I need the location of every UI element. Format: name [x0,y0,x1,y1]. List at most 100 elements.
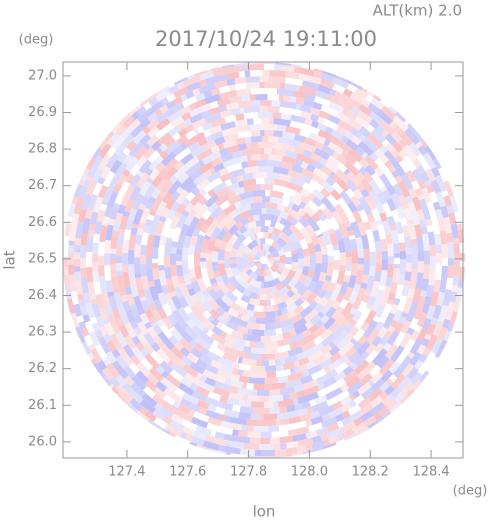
echo-cell [249,437,261,444]
echo-cell [410,329,420,342]
echo-cell [107,190,119,208]
echo-cell [382,220,392,235]
echo-cell [434,348,445,360]
echo-cell [328,359,342,372]
echo-cell [222,203,237,216]
echo-cell [224,218,237,230]
echo-cell [435,208,444,220]
echo-cell [277,136,290,145]
echo-cell [296,247,304,259]
echo-cell [235,113,245,121]
echo-cell [189,361,206,375]
echo-cell [305,93,316,102]
echo-cell [140,422,151,433]
echo-cell [243,442,259,450]
echo-cell [188,216,200,231]
echo-cell [223,258,231,269]
echo-cell [197,137,208,147]
echo-cell [317,116,325,125]
echo-cell [374,157,386,170]
echo-cell [249,70,263,77]
echo-cell [167,359,175,368]
echo-cell [197,380,216,393]
echo-cell [342,369,358,384]
echo-cell [390,386,402,398]
echo-cell [345,311,355,323]
echo-cell [158,264,165,271]
echo-cell [265,353,276,360]
echo-cell [332,332,346,346]
echo-cell [271,263,280,271]
echo-cell [136,361,151,378]
echo-cell [309,107,321,116]
echo-cell [236,263,244,271]
echo-cell [306,163,316,173]
echo-cell [406,366,419,380]
echo-cell [405,254,413,263]
echo-cell [375,251,382,264]
echo-cell [101,187,114,206]
echo-cell [365,303,373,310]
echo-cell [350,337,358,345]
echo-cell [401,362,415,378]
echo-cell [117,346,127,358]
echo-cell [210,145,220,154]
echo-cell [306,406,314,414]
echo-cell [411,196,422,211]
echo-cell [416,165,426,175]
echo-cell [226,162,243,173]
echo-cell [203,234,211,241]
echo-cell [144,410,157,422]
echo-cell [181,247,189,261]
echo-cell [313,96,331,107]
echo-cell [155,432,168,443]
echo-cell [208,345,225,358]
echo-cell [129,303,137,310]
echo-cell [225,282,237,293]
echo-cell [301,168,316,180]
echo-cell [92,271,100,282]
echo-cell [189,235,198,246]
echo-cell [190,277,198,283]
echo-cell [228,391,244,401]
echo-cell [293,304,305,315]
echo-cell [92,233,100,244]
echo-cell [181,418,198,431]
echo-cell [328,341,336,349]
echo-cell [267,305,275,312]
echo-cell [217,280,225,287]
echo-cell [453,258,461,277]
echo-cell [223,339,234,349]
echo-cell [83,334,94,347]
echo-cell [426,323,436,336]
echo-cell [256,341,265,349]
echo-cell [115,124,127,136]
echo-cell [253,383,265,390]
echo-cell [352,390,361,399]
echo-cell [161,151,177,167]
echo-cell [276,411,294,420]
echo-cell [307,455,319,458]
echo-cell [463,225,465,235]
echo-cell [104,239,112,254]
x-tick-label: 127.8 [230,465,267,480]
echo-cell [192,201,203,213]
echo-cell [211,251,219,263]
echo-cell [251,88,269,95]
echo-cell [137,321,146,331]
echo-cell [136,170,144,178]
echo-cell [170,102,185,114]
echo-cell [404,195,413,204]
echo-cell [84,320,95,334]
echo-cell [237,100,253,109]
echo-cell [395,109,409,123]
echo-cell [345,346,357,359]
echo-cell [282,361,296,371]
echo-cell [322,118,339,131]
echo-cell [326,194,340,208]
echo-cell [170,191,181,202]
echo-cell [212,262,219,266]
echo-cell [222,139,237,149]
echo-cell [259,244,264,251]
echo-cell [434,263,442,281]
